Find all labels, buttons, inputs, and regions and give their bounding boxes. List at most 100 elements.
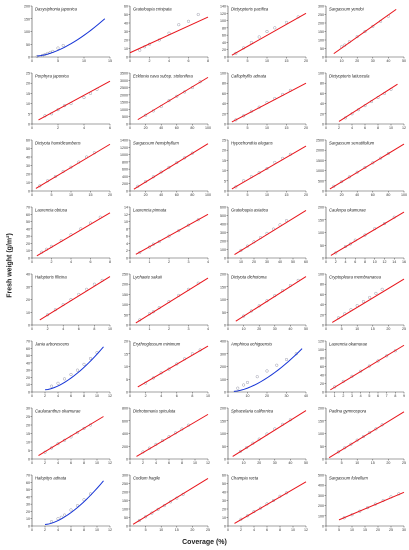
x-tick-label: 100 (401, 193, 407, 197)
panel-title: Padina gymnospora (329, 409, 367, 414)
y-tick-label: 60 (26, 481, 30, 485)
data-point (88, 356, 93, 361)
fit-line (231, 12, 307, 56)
y-tick-label: 300 (220, 231, 226, 235)
y-tick-label: 10 (26, 102, 30, 106)
x-tick-label: 25 (206, 528, 210, 532)
data-point (265, 167, 269, 171)
y-tick-label: 200 (318, 206, 324, 210)
y-tick-label: 150 (122, 499, 128, 503)
y-tick-label: 150 (220, 285, 226, 289)
data-point (137, 519, 141, 523)
data-point (56, 46, 60, 50)
y-tick-label: 0 (28, 324, 30, 328)
y-tick-label: 0 (28, 257, 30, 261)
y-tick-label: 40 (26, 361, 30, 365)
x-tick-label: 3 (188, 327, 190, 331)
y-tick-label: 100 (318, 348, 324, 352)
y-tick-label: 2 (126, 249, 128, 253)
y-tick-label: 40 (222, 102, 226, 106)
y-tick-label: 300 (122, 474, 128, 478)
x-tick-label: 40 (304, 394, 308, 398)
y-tick-label: 1200 (120, 146, 128, 150)
y-tick-label: 70 (26, 474, 30, 478)
y-tick-label: 300 (318, 5, 324, 9)
data-point (374, 427, 378, 431)
data-point (75, 368, 80, 372)
y-tick-label: 1500 (120, 101, 128, 105)
x-tick-label: 0 (325, 394, 327, 398)
y-tick-label: 20 (222, 112, 226, 116)
x-tick-label: 12 (108, 528, 112, 532)
x-tick-label: 8 (93, 327, 95, 331)
x-tick-label: 2 (342, 394, 344, 398)
x-tick-label: 5 (145, 528, 147, 532)
y-tick-label: 10 (26, 181, 30, 185)
fit-line (36, 212, 111, 257)
y-tick-label: 0 (322, 391, 324, 395)
y-tick-label: 0 (126, 190, 128, 194)
x-tick-label: 60 (371, 193, 375, 197)
y-tick-label: 5 (126, 378, 128, 382)
x-tick-label: 10 (95, 394, 99, 398)
data-point (284, 357, 289, 362)
fit-line (330, 211, 405, 256)
y-tick-label: 20 (26, 424, 30, 428)
y-tick-label: 0 (28, 391, 30, 395)
data-point (380, 287, 384, 291)
x-tick-label: 6 (168, 461, 170, 465)
x-tick-label: 15 (108, 59, 112, 63)
y-tick-label: 100 (318, 39, 324, 43)
y-tick-label: 0 (126, 458, 128, 462)
y-tick-label: 0 (28, 123, 30, 127)
data-point (238, 449, 243, 453)
data-point (56, 381, 60, 385)
y-tick-label: 100 (318, 514, 324, 518)
y-tick-label: 50 (222, 482, 226, 486)
y-tick-label: 400 (220, 223, 226, 227)
x-axis-label: Coverage (%) (182, 539, 227, 546)
x-tick-label: 10 (265, 59, 269, 63)
data-point (265, 369, 269, 373)
data-point (349, 442, 353, 446)
y-tick-label: 6 (126, 235, 128, 239)
x-tick-label: 4 (70, 260, 72, 264)
x-tick-label: 2 (44, 394, 46, 398)
x-tick-label: 10 (265, 126, 269, 130)
panel-title: Callophyllis adnata (231, 74, 267, 79)
y-tick-label: 40 (124, 22, 128, 26)
y-tick-label: 50 (26, 488, 30, 492)
y-tick-label: 0 (224, 257, 226, 261)
x-tick-label: 20 (304, 126, 308, 130)
y-tick-label: 20 (26, 82, 30, 86)
data-point (382, 222, 387, 226)
data-point (361, 299, 365, 304)
x-tick-label: 10 (82, 59, 86, 63)
data-point (82, 426, 86, 430)
y-tick-label: 80 (320, 283, 324, 287)
x-tick-label: 20 (144, 126, 148, 130)
x-tick-label: 30 (285, 394, 289, 398)
y-tick-label: 400 (122, 175, 128, 179)
y-tick-label: 200 (122, 445, 128, 449)
y-tick-label: 40 (320, 102, 324, 106)
y-tick-label: 800 (122, 160, 128, 164)
y-tick-label: 0 (126, 56, 128, 60)
data-point (265, 29, 269, 34)
fit-line (135, 213, 209, 255)
y-tick-label: 40 (222, 491, 226, 495)
y-tick-label: 20 (26, 173, 30, 177)
y-tick-label: 50 (320, 445, 324, 449)
x-tick-label: 5 (338, 528, 340, 532)
fit-line (331, 278, 405, 323)
y-tick-label: 60 (222, 474, 226, 478)
panel-title: Halopteris filicina (35, 275, 67, 280)
x-tick-label: 3 (351, 394, 353, 398)
y-tick-label: 50 (320, 244, 324, 248)
y-tick-label: 500 (318, 179, 324, 183)
x-tick-label: 30 (402, 528, 406, 532)
y-tick-label: 14 (124, 206, 128, 210)
